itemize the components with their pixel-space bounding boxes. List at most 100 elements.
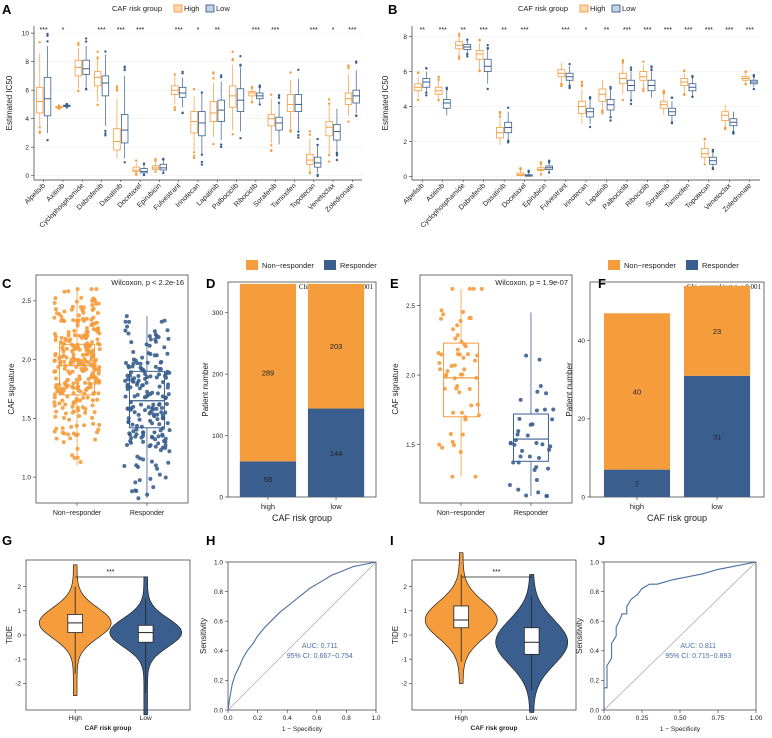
panel-B-outlier <box>547 160 551 164</box>
panel-A-outlier <box>231 133 234 136</box>
panel-C-point <box>136 412 141 417</box>
panel-H-bar-nonresponder <box>683 285 751 376</box>
panel-B-outlier <box>457 57 461 60</box>
panel-B-box <box>483 58 492 72</box>
panel-A-outlier <box>192 156 196 160</box>
panel-C-point <box>52 358 57 363</box>
panel-C-point <box>60 430 65 435</box>
panel-C-point <box>79 359 84 364</box>
panel-G-point <box>461 310 466 315</box>
panel-C-point <box>90 403 95 408</box>
panel-C-point <box>135 361 140 366</box>
panel-A-outlier <box>115 85 119 88</box>
panel-C-point <box>53 338 58 343</box>
panel-G-point <box>460 432 465 437</box>
panel-C-point <box>75 320 80 325</box>
panel-G-point <box>473 474 478 479</box>
panel-A-outlier <box>192 151 196 154</box>
panel-G-point <box>524 493 529 498</box>
panel-C-point <box>96 371 101 376</box>
panel-A-box <box>178 86 187 98</box>
panel-C-point <box>60 347 65 352</box>
panel-B-outlier <box>703 163 706 166</box>
panel-C-point <box>148 374 153 379</box>
panel-C-point <box>137 478 142 483</box>
panel-E-box <box>137 624 154 643</box>
panel-B-outlier <box>691 95 694 99</box>
panel-A-outlier <box>200 91 204 94</box>
panel-C-point <box>84 387 89 392</box>
panel-C-point <box>153 463 158 468</box>
panel-G-point <box>536 456 541 461</box>
panel-A-box <box>190 111 198 134</box>
panel-C-point <box>152 353 157 358</box>
panel-C-point <box>153 437 158 442</box>
panel-F-y-tick-label: 0.6 <box>214 619 223 626</box>
panel-A-significance: * <box>332 27 335 34</box>
panel-I-y-tick-label: -1 <box>401 656 407 663</box>
panel-H-xlabel: CAF risk group <box>647 513 707 523</box>
panel-A-box <box>229 85 237 108</box>
panel-D-bar-label: 289 <box>262 369 275 378</box>
panel-C-point <box>55 389 60 394</box>
panel-A-outlier <box>96 103 99 107</box>
panel-B-outlier <box>457 32 461 36</box>
panel-A-outlier <box>212 77 215 80</box>
panel-C-point <box>62 309 67 314</box>
panel-B-outlier <box>670 96 674 99</box>
panel-G-y-tick-label: 2.5 <box>406 303 415 310</box>
panel-G-point <box>455 347 460 352</box>
panel-A-outlier <box>250 86 254 90</box>
panel-C-point <box>157 422 162 427</box>
panel-C-point <box>129 340 134 345</box>
panel-C-point <box>162 439 167 444</box>
panel-B-outlier <box>519 166 522 170</box>
panel-A-ylabel: Estimated IC50 <box>5 75 14 130</box>
panel-C-point <box>62 366 67 371</box>
panel-H-legend-label: Responder <box>702 261 739 270</box>
panel-B-significance: *** <box>623 27 631 34</box>
panel-G-point <box>438 367 443 372</box>
panel-A-outlier <box>239 64 242 67</box>
panel-C-point <box>70 384 75 389</box>
panel-E-y-tick-label: -1 <box>15 656 21 663</box>
panel-D-bar-label: 203 <box>330 342 343 351</box>
panel-C-point <box>88 385 93 390</box>
panel-A-significance: *** <box>348 27 356 34</box>
panel-C-point <box>67 417 72 422</box>
panel-B-outlier <box>662 89 666 92</box>
panel-letter-G: G <box>2 533 12 548</box>
panel-E-y-tick-label: 2 <box>17 584 21 591</box>
panel-C-point <box>132 394 137 399</box>
panel-B-significance: *** <box>746 27 754 34</box>
panel-C-point <box>65 394 70 399</box>
panel-C-point <box>131 429 136 434</box>
panel-B-significance: *** <box>439 27 447 34</box>
panel-H-legend-key <box>608 260 620 270</box>
panel-C-point <box>133 434 138 439</box>
panel-J-diagonal <box>603 561 757 711</box>
panel-B-outlier <box>560 83 563 86</box>
panel-A-outlier <box>347 64 350 67</box>
panel-C-point <box>62 416 67 421</box>
panel-B-outlier <box>580 80 584 84</box>
panel-B-box <box>721 111 730 121</box>
panel-C-point <box>60 405 65 410</box>
panel-A-outlier <box>104 132 107 135</box>
panel-B-box <box>422 78 431 88</box>
panel-E-y-tick-label: 1 <box>17 608 21 615</box>
panel-B-outlier <box>609 87 612 90</box>
panel-C-point <box>70 453 75 458</box>
panel-J-y-tick-label: 0.6 <box>590 619 599 626</box>
panel-D-ylabel: Patient number <box>201 362 210 417</box>
panel-I-significance: *** <box>492 569 500 576</box>
panel-C-point <box>165 351 170 356</box>
panel-C-ylabel: CAF signature <box>7 363 16 415</box>
panel-B-outlier <box>437 99 440 102</box>
panel-C-point <box>163 475 168 480</box>
panel-H-y-tick-label: 20 <box>578 416 586 423</box>
panel-A-outlier <box>297 130 300 133</box>
panel-C-point <box>95 311 100 316</box>
panel-C-point <box>140 355 145 360</box>
panel-B-box <box>578 100 586 114</box>
